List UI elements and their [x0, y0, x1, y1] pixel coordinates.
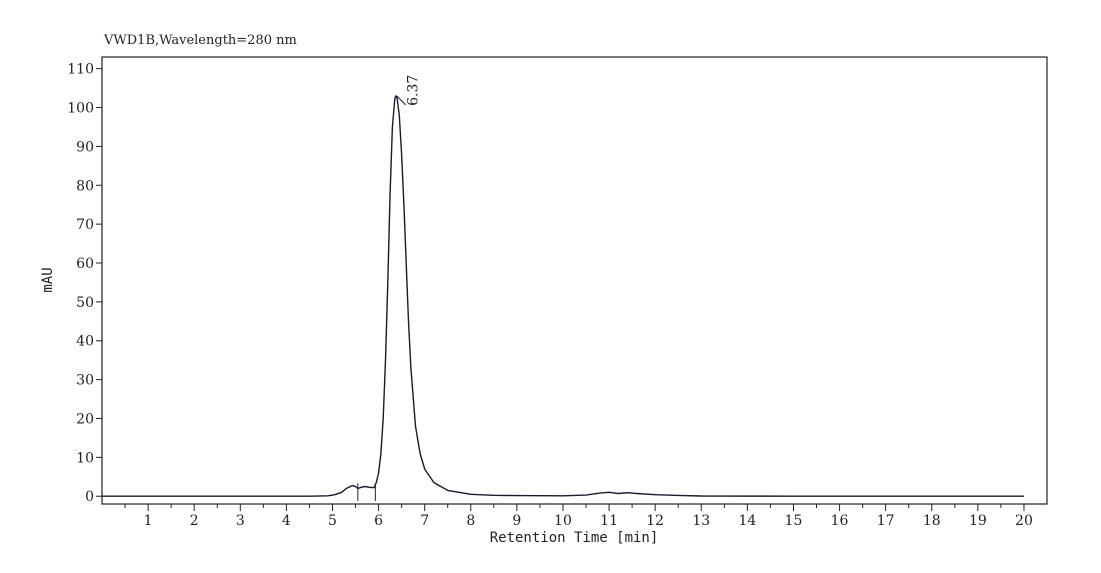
annotation-layer: 6.37	[357, 75, 422, 501]
x-tick-label: 18	[923, 513, 941, 529]
y-tick-label: 10	[76, 450, 94, 466]
chart-title: VWD1B,Wavelength=280 nm	[104, 33, 297, 48]
x-tick-label: 13	[692, 513, 710, 529]
x-tick-label: 19	[969, 513, 987, 529]
x-tick-label: 3	[236, 513, 245, 529]
x-tick-label: 11	[600, 513, 618, 529]
y-axis-label: mAU	[40, 267, 56, 292]
x-axis-label: Retention Time [min]	[490, 530, 659, 546]
y-tick-label: 80	[76, 178, 94, 194]
x-tick-label: 10	[554, 513, 572, 529]
x-axis: 1 2 3 4 5 6 7 8 9 10 11 12 13 14 15 16 17 18 19 20	[124, 504, 1033, 529]
x-tick-label: 14	[738, 513, 756, 529]
y-tick-label: 90	[76, 139, 94, 155]
peak-label-leader	[396, 95, 406, 106]
x-tick-label: 2	[190, 513, 199, 529]
y-tick-label: 60	[76, 256, 94, 272]
x-tick-label: 6	[374, 513, 383, 529]
y-tick-label: 50	[76, 295, 94, 311]
x-tick-label: 15	[785, 513, 803, 529]
x-tick-label: 20	[1015, 513, 1033, 529]
plot-frame	[101, 56, 1048, 505]
y-tick-label: 40	[76, 334, 94, 350]
y-tick-label: 110	[67, 62, 94, 78]
x-tick-label: 1	[144, 513, 153, 529]
y-tick-label: 70	[76, 217, 94, 233]
x-tick-label: 12	[646, 513, 664, 529]
x-tick-label: 7	[420, 513, 429, 529]
y-axis: 0 10 20 30 40 50 60 70 80 90 100 110	[67, 62, 102, 505]
x-tick-label: 9	[512, 513, 521, 529]
y-tick-label: 0	[85, 489, 94, 505]
x-tick-label: 16	[831, 513, 849, 529]
x-tick-label: 4	[282, 513, 291, 529]
x-tick-label: 8	[466, 513, 475, 529]
series-line	[102, 95, 1024, 497]
peak-label: 6.37	[406, 75, 422, 106]
y-tick-label: 20	[76, 411, 94, 427]
y-tick-label: 100	[67, 101, 94, 117]
series-layer	[102, 95, 1024, 497]
y-tick-label: 30	[76, 373, 94, 389]
x-tick-label: 17	[877, 513, 895, 529]
x-tick-label: 5	[328, 513, 337, 529]
